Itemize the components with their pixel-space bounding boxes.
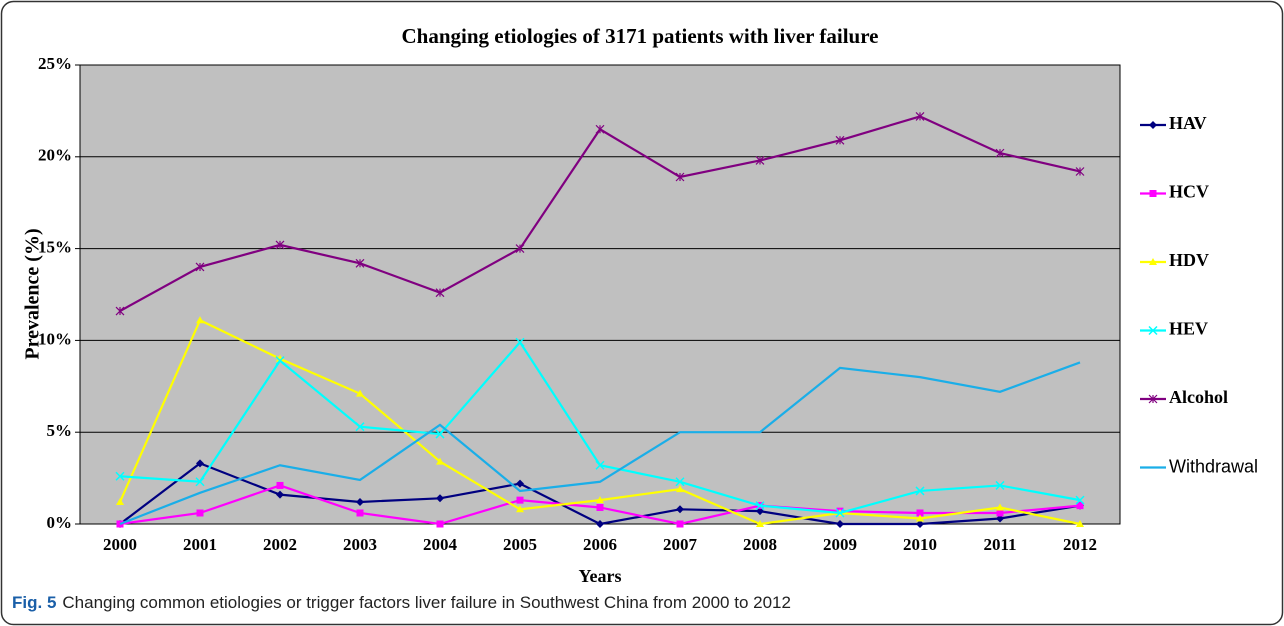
y-tick-label: 15% [38, 238, 72, 257]
x-tick-label: 2009 [823, 535, 857, 554]
y-tick-label: 0% [47, 513, 73, 532]
marker [115, 471, 125, 481]
marker [195, 477, 205, 487]
x-tick-label: 2011 [983, 535, 1016, 554]
marker [916, 509, 924, 517]
marker [1076, 520, 1084, 527]
legend-marker [1148, 394, 1158, 404]
x-tick-label: 2001 [183, 535, 217, 554]
marker [675, 172, 685, 182]
marker [276, 354, 284, 362]
marker [675, 477, 685, 487]
marker [836, 520, 844, 528]
marker [995, 480, 1005, 490]
marker [436, 520, 444, 528]
marker [355, 422, 365, 432]
y-tick-label: 20% [38, 146, 72, 165]
x-tick-label: 2000 [103, 535, 137, 554]
marker [915, 111, 925, 121]
legend-label: HDV [1169, 250, 1209, 270]
marker [996, 514, 1004, 523]
x-tick-label: 2007 [663, 535, 698, 554]
marker [676, 505, 684, 514]
plot-area [79, 64, 1121, 525]
marker [116, 497, 124, 505]
legend-marker [1149, 190, 1157, 197]
marker [755, 501, 765, 511]
marker [756, 520, 764, 527]
marker [996, 503, 1004, 511]
marker [196, 459, 204, 468]
caption-text: Changing common etiologies or trigger fa… [62, 593, 791, 612]
marker [516, 496, 524, 504]
marker [915, 486, 925, 496]
marker [595, 460, 605, 470]
marker [515, 337, 525, 347]
marker [916, 514, 924, 522]
x-tick-label: 2010 [903, 535, 937, 554]
marker [1075, 167, 1085, 176]
marker [356, 509, 364, 517]
marker [516, 479, 524, 488]
marker [596, 520, 604, 528]
marker [435, 429, 445, 439]
marker [276, 490, 284, 499]
marker [596, 503, 604, 511]
marker [595, 124, 605, 134]
marker [996, 509, 1004, 517]
marker [196, 509, 204, 517]
y-tick-label: 10% [38, 329, 72, 348]
x-tick-label: 2012 [1063, 535, 1097, 554]
series-line [119, 361, 1081, 526]
marker [275, 240, 285, 250]
marker [1075, 495, 1085, 505]
marker [596, 496, 604, 504]
legend-label: HEV [1169, 319, 1208, 339]
marker [435, 288, 445, 298]
marker [356, 497, 364, 506]
y-axis-title: Prevalence (%) [22, 228, 44, 359]
x-tick-label: 2004 [423, 535, 458, 554]
marker [676, 485, 684, 493]
marker [835, 508, 845, 518]
marker [436, 494, 444, 503]
legend-label: Withdrawal [1169, 456, 1258, 476]
marker [355, 258, 365, 268]
marker [835, 135, 845, 145]
legend-marker [1149, 258, 1157, 265]
x-tick-label: 2005 [503, 535, 537, 554]
marker [196, 316, 204, 324]
marker [275, 356, 285, 366]
marker [276, 481, 284, 489]
x-tick-label: 2002 [263, 535, 297, 554]
legend-label: HCV [1169, 182, 1209, 202]
marker [676, 520, 684, 528]
legend-label: Alcohol [1169, 387, 1228, 407]
marker [995, 148, 1005, 158]
marker [755, 156, 765, 165]
marker [195, 262, 205, 272]
marker [516, 505, 524, 513]
y-tick-label: 5% [47, 421, 73, 440]
marker [916, 520, 924, 528]
x-tick-label: 2003 [343, 535, 377, 554]
caption: Fig. 5 Changing common etiologies or trig… [12, 593, 791, 612]
legend-marker [1149, 121, 1157, 129]
x-tick-label: 2008 [743, 535, 777, 554]
legend-label: HAV [1169, 113, 1207, 133]
x-tick-label: 2006 [583, 535, 617, 554]
marker [756, 507, 764, 516]
marker [515, 244, 525, 254]
marker [436, 457, 444, 465]
legend-marker [1148, 325, 1158, 336]
marker [115, 306, 125, 316]
x-axis-title: Years [579, 566, 622, 586]
caption-label: Fig. 5 [12, 593, 56, 612]
marker [1076, 502, 1084, 510]
y-tick-label: 25% [38, 54, 72, 73]
marker [356, 389, 364, 397]
chart-title: Changing etiologies of 3171 patients wit… [402, 24, 879, 48]
